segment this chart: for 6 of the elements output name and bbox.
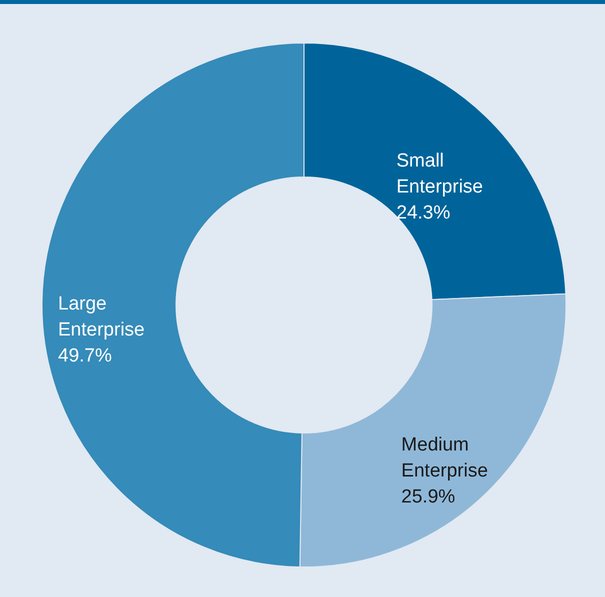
slice-label: Medium Enterprise — [401, 434, 488, 482]
slice-label: Small Enterprise — [396, 150, 483, 198]
data-label: 25.9% — [401, 486, 456, 508]
data-label: 49.7% — [58, 345, 112, 366]
slice-label: Large Enterprise — [58, 293, 145, 340]
data-label: 24.3% — [396, 202, 450, 224]
